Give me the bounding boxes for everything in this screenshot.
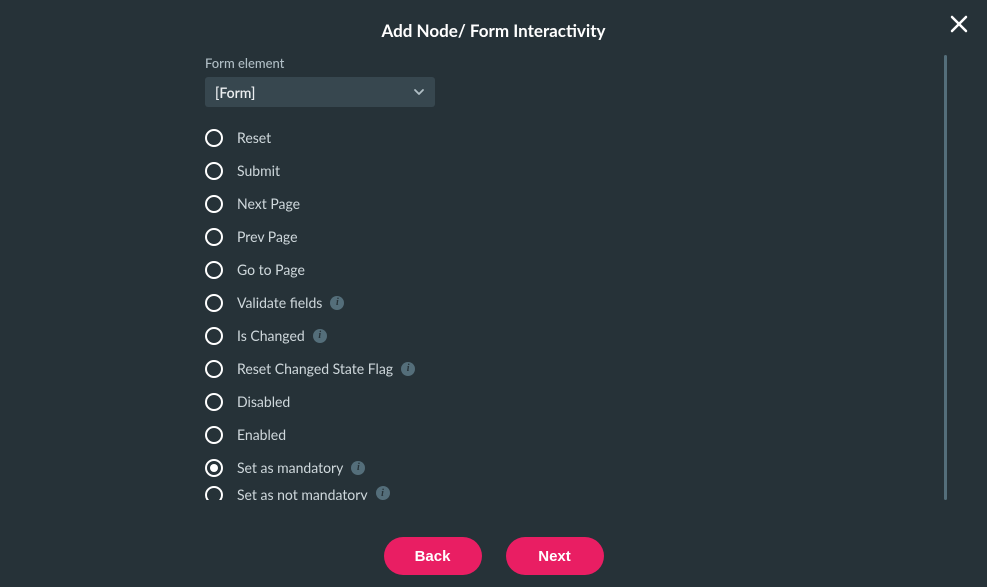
- dialog-footer: Back Next: [0, 537, 987, 575]
- radio-icon: [205, 426, 223, 444]
- radio-option[interactable]: Set as mandatory i: [205, 451, 945, 484]
- radio-option[interactable]: Prev Page: [205, 220, 945, 253]
- radio-option[interactable]: Reset: [205, 121, 945, 154]
- form-element-label: Form element: [205, 55, 945, 71]
- radio-label: Validate fields: [237, 294, 322, 311]
- radio-label: Disabled: [237, 393, 290, 410]
- radio-option[interactable]: Disabled: [205, 385, 945, 418]
- radio-label: Is Changed: [237, 327, 305, 344]
- radio-label: Next Page: [237, 195, 300, 212]
- form-element-selected-value: [Form]: [215, 84, 255, 101]
- radio-label: Reset: [237, 129, 271, 146]
- radio-icon: [205, 294, 223, 312]
- radio-icon: [205, 327, 223, 345]
- next-button[interactable]: Next: [506, 537, 604, 575]
- radio-icon: [205, 195, 223, 213]
- radio-icon: [205, 261, 223, 279]
- radio-label: Go to Page: [237, 261, 305, 278]
- radio-option[interactable]: Go to Page: [205, 253, 945, 286]
- scrollbar[interactable]: [944, 55, 947, 500]
- radio-icon: [205, 228, 223, 246]
- radio-label: Reset Changed State Flag: [237, 360, 393, 377]
- close-button[interactable]: [947, 12, 971, 36]
- action-radio-group: Reset Submit Next Page Prev Page Go to Page V…: [205, 121, 945, 500]
- radio-option[interactable]: Is Changed i: [205, 319, 945, 352]
- radio-label: Enabled: [237, 426, 286, 443]
- close-icon: [950, 15, 968, 33]
- radio-icon: [205, 162, 223, 180]
- radio-option[interactable]: Validate fields i: [205, 286, 945, 319]
- form-element-select[interactable]: [Form]: [205, 77, 435, 107]
- info-icon[interactable]: i: [376, 486, 390, 500]
- radio-label: Set as mandatory: [237, 459, 343, 476]
- info-icon[interactable]: i: [313, 329, 327, 343]
- radio-option[interactable]: Next Page: [205, 187, 945, 220]
- radio-icon: [205, 393, 223, 411]
- info-icon[interactable]: i: [351, 461, 365, 475]
- radio-dot-icon: [210, 464, 218, 472]
- radio-option[interactable]: Set as not mandatory i: [205, 484, 945, 500]
- radio-label: Submit: [237, 162, 280, 179]
- radio-label: Prev Page: [237, 228, 298, 245]
- radio-option[interactable]: Submit: [205, 154, 945, 187]
- dialog-content: Form element [Form] Reset Submit Next Page…: [205, 55, 945, 500]
- radio-icon: [205, 360, 223, 378]
- radio-icon: [205, 486, 223, 500]
- info-icon[interactable]: i: [330, 296, 344, 310]
- radio-label: Set as not mandatory: [237, 486, 368, 500]
- back-button[interactable]: Back: [384, 537, 482, 575]
- radio-icon: [205, 129, 223, 147]
- info-icon[interactable]: i: [401, 362, 415, 376]
- dialog-title: Add Node/ Form Interactivity: [0, 0, 987, 41]
- chevron-down-icon: [413, 86, 425, 98]
- radio-icon: [205, 459, 223, 477]
- radio-option[interactable]: Reset Changed State Flag i: [205, 352, 945, 385]
- radio-option[interactable]: Enabled: [205, 418, 945, 451]
